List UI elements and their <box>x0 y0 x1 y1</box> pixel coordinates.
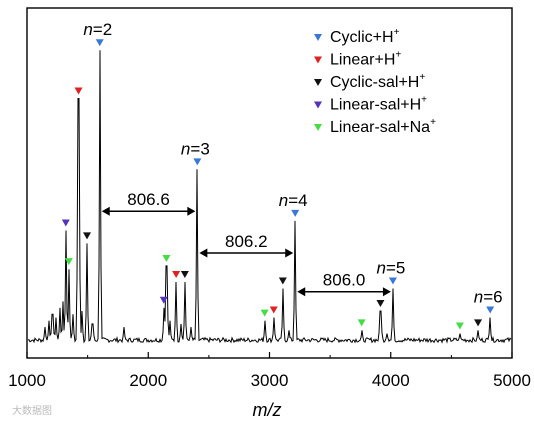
peak-marker-2-1 <box>180 271 189 279</box>
x-tick-label-4: 5000 <box>493 371 531 390</box>
legend-marker-0 <box>314 34 322 41</box>
spacing-label-bg-0 <box>124 190 173 209</box>
peak-marker-3-0 <box>61 219 70 227</box>
peak-marker-4-4 <box>455 322 464 330</box>
legend-marker-4 <box>314 124 322 131</box>
spacing-label-1: 806.2 <box>225 232 268 251</box>
peak-marker-3-1 <box>159 296 168 304</box>
spacing-arrow-left-head-2 <box>297 287 306 297</box>
legend: Cyclic+H+ Linear+H+ Cyclic-sal+H+ Linear-sa… <box>314 27 436 136</box>
x-axis: 1000 2000 3000 4000 5000 <box>8 352 531 390</box>
x-tick-label-0: 1000 <box>8 371 46 390</box>
peak-marker-2-3 <box>376 300 385 308</box>
legend-marker-3 <box>314 101 322 109</box>
peak-marker-4-0 <box>64 258 73 266</box>
x-tick-label-3: 4000 <box>372 371 410 390</box>
spacing-label-0: 806.6 <box>127 190 170 209</box>
legend-label-4: Linear-sal+Na+ <box>330 117 436 136</box>
n-label-3: n=3 <box>181 139 210 158</box>
legend-label-1: Linear+H+ <box>330 50 401 69</box>
n-label-4: n=4 <box>279 191 308 210</box>
peak-marker-4-2 <box>260 309 269 317</box>
spacing-arrows: 806.6 806.2 806.0 <box>101 190 391 297</box>
peak-annotations: n=2 n=3 n=4 n=5 n=6 <box>83 20 502 306</box>
legend-label-0: Cyclic+H+ <box>330 27 400 46</box>
peak-marker-2-2 <box>278 277 287 285</box>
spacing-arrow-left-head-1 <box>199 248 208 258</box>
x-tick-label-2: 3000 <box>251 371 289 390</box>
peak-marker-2-0 <box>83 232 92 240</box>
spacing-label-bg-1 <box>222 232 271 251</box>
peak-marker-4-1 <box>162 254 171 262</box>
legend-label-3: Linear-sal+H+ <box>330 95 427 114</box>
spacing-arrow-right-head-2 <box>382 287 391 297</box>
legend-marker-1 <box>314 56 322 64</box>
peak-marker-0-2 <box>291 209 300 217</box>
spacing-arrow-left-head-0 <box>101 206 110 216</box>
x-axis-title: m/z <box>253 400 282 420</box>
x-tick-label-1: 2000 <box>129 371 167 390</box>
legend-label-2: Cyclic-sal+H+ <box>330 72 425 91</box>
peak-markers <box>61 39 495 330</box>
peak-marker-2-4 <box>474 319 483 327</box>
spacing-arrow-right-head-0 <box>187 206 196 216</box>
n-label-2: n=2 <box>83 20 112 39</box>
spacing-label-bg-2 <box>320 270 369 289</box>
peak-marker-0-3 <box>388 277 397 285</box>
spectrum-line <box>27 50 512 344</box>
n-label-5: n=5 <box>377 258 406 277</box>
legend-marker-2 <box>314 79 322 86</box>
peak-marker-1-1 <box>172 271 181 279</box>
peak-marker-0-0 <box>95 39 104 47</box>
peak-marker-4-3 <box>357 319 366 327</box>
watermark: 大数据图 <box>12 404 52 417</box>
spacing-arrow-right-head-1 <box>285 248 294 258</box>
spacing-label-2: 806.0 <box>323 271 366 290</box>
peak-marker-1-2 <box>269 306 278 314</box>
peak-marker-0-4 <box>486 306 495 314</box>
peak-marker-1-0 <box>74 87 83 95</box>
spectrum-trace <box>27 50 512 344</box>
n-label-6: n=6 <box>474 287 503 306</box>
peak-marker-0-1 <box>193 158 202 166</box>
